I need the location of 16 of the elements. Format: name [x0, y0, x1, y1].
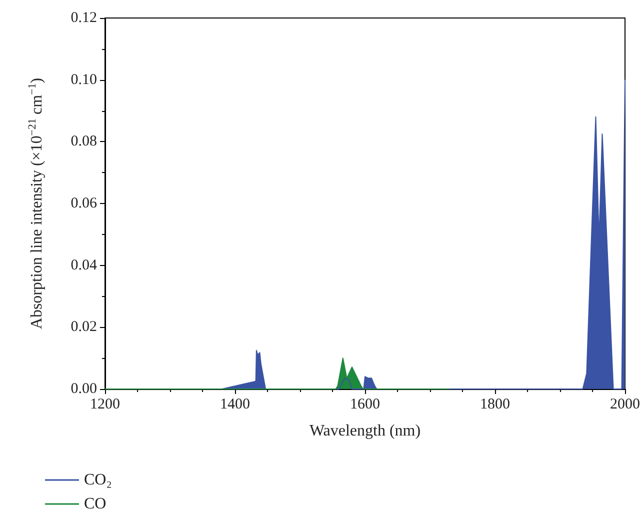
y-tick-label: 0.04: [70, 257, 98, 274]
x-axis-title: Wavelength (nm): [309, 422, 421, 440]
legend-label: CO: [84, 496, 106, 512]
y-tick-label: 0.06: [70, 196, 98, 212]
y-tick-label: 0.00: [70, 381, 97, 397]
y-tick-label: 0.10: [70, 72, 97, 88]
y-axis-title: Absorption line intensity (×10−21 cm−1): [26, 78, 46, 330]
y-tick-label: 0.12: [70, 10, 97, 26]
legend-label: CO₂: [84, 472, 112, 488]
x-tick-label: 1200: [90, 396, 120, 412]
y-tick-label: 0.08: [70, 134, 97, 150]
x-tick-label: 1800: [480, 396, 510, 412]
x-tick-label: 1400: [220, 396, 250, 412]
x-tick-label: 2000: [610, 396, 640, 412]
x-tick-label: 1600: [350, 396, 380, 412]
y-tick-label: 0.02: [70, 319, 97, 336]
